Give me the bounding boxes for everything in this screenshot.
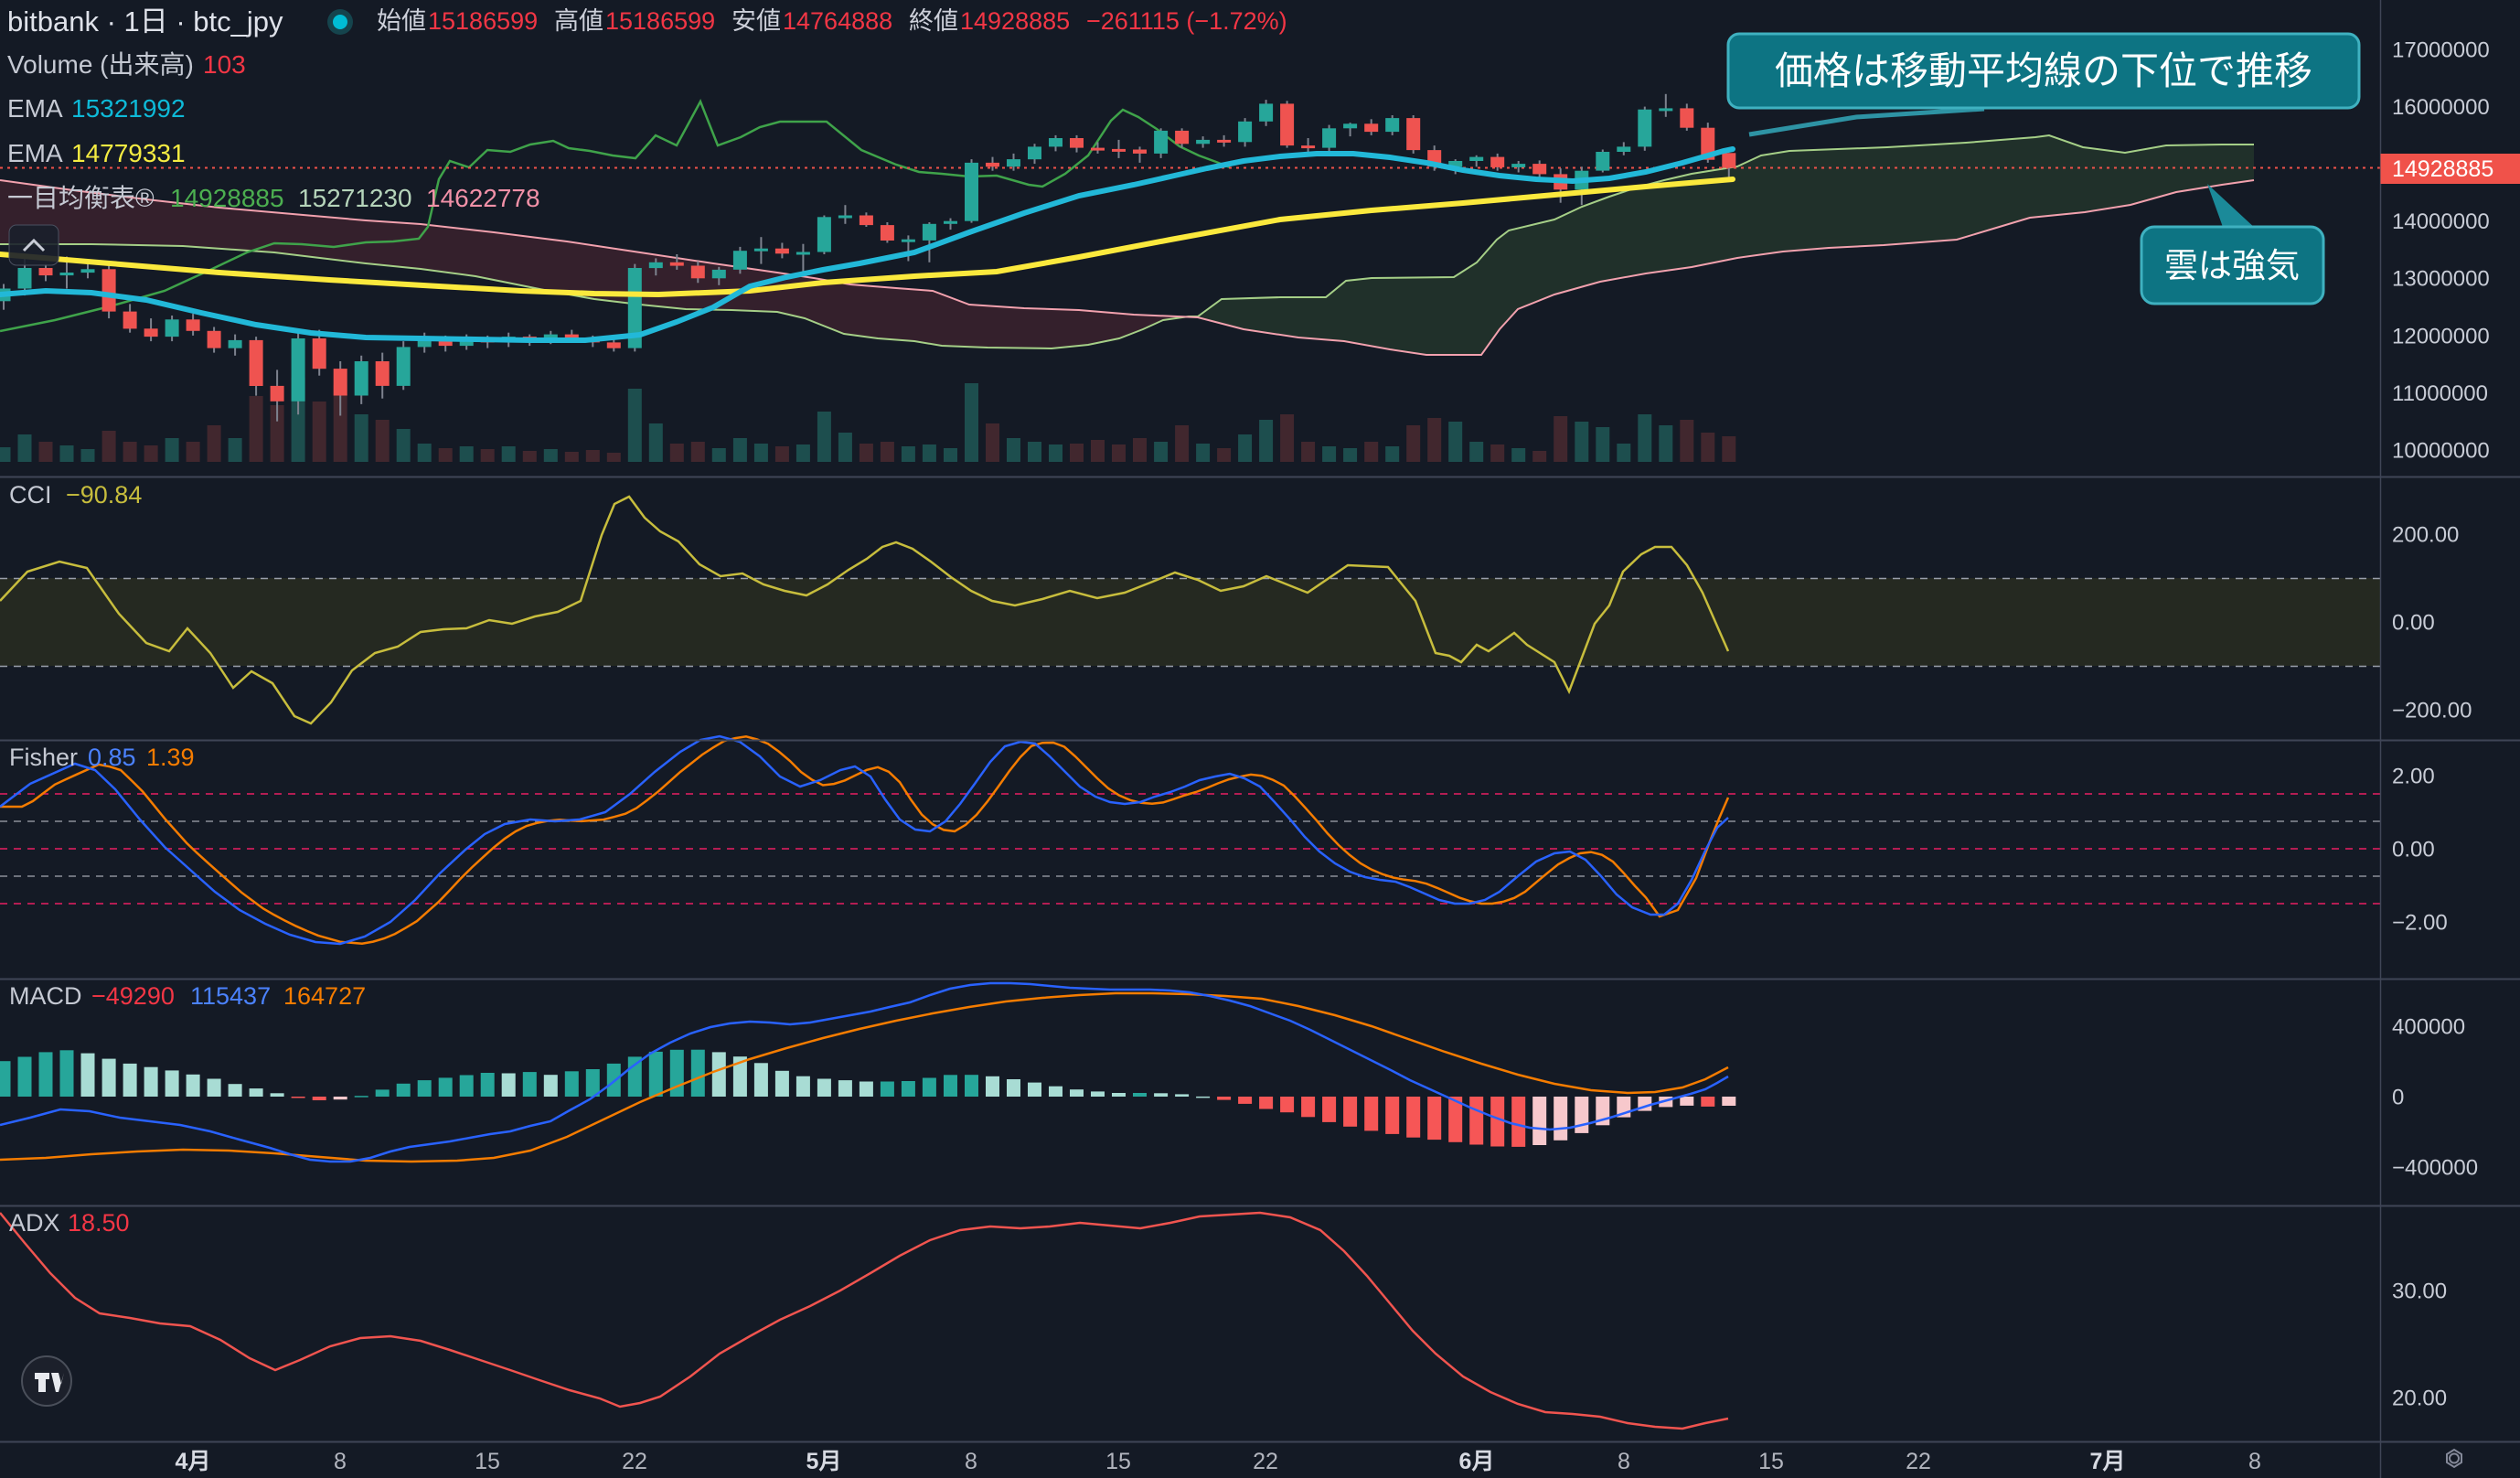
svg-text:8: 8	[334, 1449, 347, 1474]
svg-text:14764888: 14764888	[783, 7, 892, 35]
svg-text:15: 15	[1758, 1449, 1784, 1474]
svg-text:14928885: 14928885	[2392, 156, 2493, 182]
svg-text:30.00: 30.00	[2392, 1279, 2447, 1303]
svg-text:22: 22	[1253, 1449, 1278, 1474]
svg-text:始値: 始値	[377, 7, 426, 35]
svg-text:22: 22	[1906, 1449, 1931, 1474]
svg-text:1.39: 1.39	[146, 744, 195, 771]
svg-text:15186599: 15186599	[428, 7, 538, 35]
svg-text:16000000: 16000000	[2392, 95, 2490, 120]
svg-text:20.00: 20.00	[2392, 1386, 2447, 1410]
svg-text:17000000: 17000000	[2392, 37, 2490, 62]
svg-text:0.85: 0.85	[88, 744, 136, 771]
svg-text:15321992: 15321992	[71, 94, 186, 123]
svg-text:0.00: 0.00	[2392, 837, 2435, 862]
svg-text:Fisher: Fisher	[9, 744, 78, 771]
svg-text:14000000: 14000000	[2392, 209, 2490, 234]
svg-text:200.00: 200.00	[2392, 522, 2459, 547]
svg-text:MACD: MACD	[9, 982, 82, 1010]
svg-text:14928885: 14928885	[960, 7, 1070, 35]
svg-text:7月: 7月	[2090, 1449, 2126, 1474]
svg-text:8: 8	[1618, 1449, 1630, 1474]
svg-text:18.50: 18.50	[68, 1209, 130, 1237]
svg-text:13000000: 13000000	[2392, 267, 2490, 292]
svg-text:CCI: CCI	[9, 481, 52, 509]
svg-text:4月: 4月	[176, 1449, 211, 1474]
svg-text:−261115 (−1.72%): −261115 (−1.72%)	[1086, 7, 1287, 35]
svg-text:14928885: 14928885	[170, 184, 284, 212]
svg-text:一目均衡表®: 一目均衡表®	[7, 184, 155, 212]
svg-text:103: 103	[203, 50, 246, 79]
svg-text:−2.00: −2.00	[2392, 910, 2448, 935]
svg-text:22: 22	[622, 1449, 647, 1474]
svg-text:−90.84: −90.84	[66, 481, 142, 509]
svg-text:−200.00: −200.00	[2392, 698, 2472, 723]
svg-text:終値: 終値	[909, 7, 958, 35]
svg-text:14779331: 14779331	[71, 139, 186, 167]
svg-text:6月: 6月	[1459, 1449, 1495, 1474]
svg-text:15271230: 15271230	[298, 184, 412, 212]
svg-text:雲は強気: 雲は強気	[2164, 247, 2300, 284]
svg-text:10000000: 10000000	[2392, 438, 2490, 463]
svg-text:ADX: ADX	[9, 1209, 60, 1237]
svg-text:12000000: 12000000	[2392, 324, 2490, 348]
svg-text:bitbank · 1日 · btc_jpy: bitbank · 1日 · btc_jpy	[7, 5, 283, 37]
svg-text:EMA: EMA	[7, 139, 63, 167]
svg-text:2.00: 2.00	[2392, 764, 2435, 788]
svg-text:400000: 400000	[2392, 1014, 2465, 1039]
svg-text:−49290: −49290	[91, 982, 175, 1010]
svg-text:EMA: EMA	[7, 94, 63, 123]
svg-text:価格は移動平均線の下位で推移: 価格は移動平均線の下位で推移	[1775, 49, 2312, 92]
svg-text:15186599: 15186599	[605, 7, 715, 35]
svg-text:15: 15	[475, 1449, 500, 1474]
svg-text:0.00: 0.00	[2392, 610, 2435, 635]
svg-text:安値: 安値	[731, 7, 781, 35]
svg-text:Volume (出来高): Volume (出来高)	[7, 50, 194, 79]
svg-text:164727: 164727	[283, 982, 366, 1010]
svg-text:5月: 5月	[806, 1449, 842, 1474]
svg-text:−400000: −400000	[2392, 1155, 2478, 1180]
svg-text:8: 8	[965, 1449, 977, 1474]
svg-text:高値: 高値	[554, 7, 603, 35]
svg-text:0: 0	[2392, 1085, 2404, 1109]
svg-text:115437: 115437	[190, 982, 271, 1010]
svg-text:15: 15	[1105, 1449, 1131, 1474]
svg-text:14622778: 14622778	[426, 184, 540, 212]
svg-text:8: 8	[2248, 1449, 2261, 1474]
svg-text:11000000: 11000000	[2392, 381, 2488, 406]
